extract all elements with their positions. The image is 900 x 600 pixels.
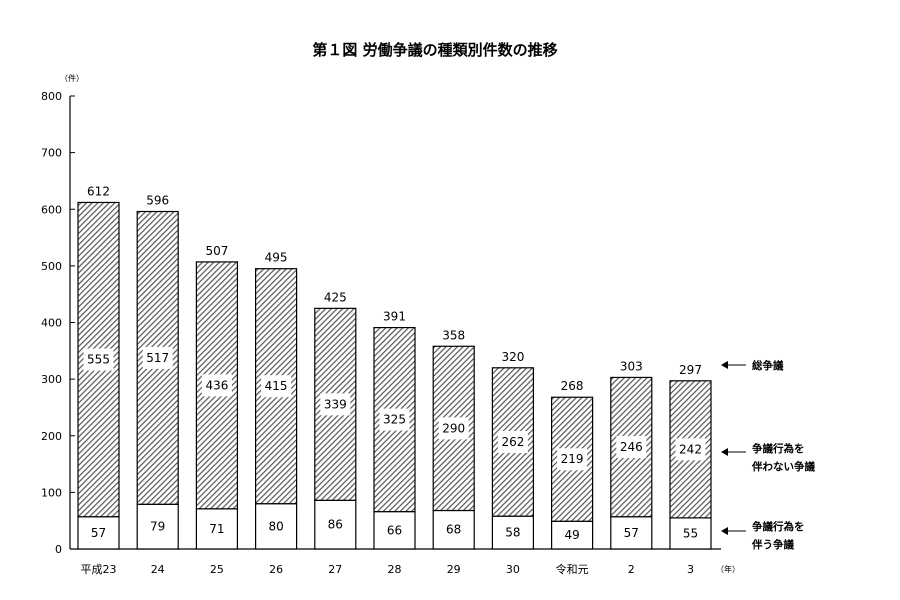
- y-tick-label: 600: [41, 203, 62, 216]
- total-value-label: 297: [679, 363, 702, 377]
- x-category-label: 24: [151, 563, 165, 576]
- without-action-value-label: 325: [383, 413, 406, 427]
- x-category-label: 3: [687, 563, 694, 576]
- label-bg: [438, 417, 469, 440]
- label-bg: [320, 393, 351, 416]
- x-category-label: 29: [447, 563, 461, 576]
- label-bg: [261, 375, 292, 398]
- label-bg: [675, 438, 706, 461]
- without-action-value-label: 246: [620, 440, 643, 454]
- legend-arrow-with-action: [721, 527, 746, 535]
- total-value-label: 268: [561, 379, 584, 393]
- legend-without-action-line2: 伴わない争議: [751, 460, 815, 473]
- with-action-value-label: 57: [91, 526, 106, 540]
- bar-with-action: [77, 516, 120, 550]
- y-tick-label: 300: [41, 373, 62, 386]
- bar-with-action: [314, 499, 357, 550]
- x-category-label: 26: [269, 563, 283, 576]
- x-category-label: 2: [628, 563, 635, 576]
- legend-arrow-without-action: [721, 448, 746, 456]
- legend-total-label: 総争議: [752, 359, 784, 372]
- with-action-value-label: 66: [387, 523, 402, 537]
- x-category-label: 平成23: [81, 563, 117, 576]
- bar-with-action: [373, 511, 416, 550]
- label-bg: [616, 436, 647, 459]
- y-tick-label: 500: [41, 260, 62, 273]
- with-action-value-label: 86: [328, 518, 343, 532]
- total-value-label: 425: [324, 290, 347, 304]
- y-tick-label: 700: [41, 147, 62, 160]
- without-action-value-label: 339: [324, 397, 347, 411]
- y-unit-label: （件）: [60, 73, 84, 83]
- with-action-value-label: 58: [505, 526, 520, 540]
- x-axis-labels: 平成23 24 25 26 27 28 29 30 令和元 2 3: [81, 562, 695, 576]
- y-tick-label: 800: [41, 90, 62, 103]
- total-value-label: 507: [205, 244, 228, 258]
- x-category-label: 28: [388, 563, 402, 576]
- y-tick-label: 0: [55, 543, 62, 556]
- with-action-value-label: 68: [446, 523, 461, 537]
- x-category-label: 令和元: [556, 562, 589, 576]
- with-action-value-label: 55: [683, 526, 698, 540]
- total-value-label: 495: [265, 251, 288, 265]
- without-action-value-label: 517: [146, 351, 169, 365]
- legend-without-action-line1: 争議行為を: [752, 442, 805, 455]
- chart-title: 第１図 労働争議の種類別件数の推移: [312, 41, 557, 59]
- total-value-label: 358: [442, 328, 465, 342]
- total-value-label: 596: [146, 194, 169, 208]
- x-unit-label: （年）: [716, 564, 740, 574]
- without-action-value-label: 555: [87, 353, 110, 367]
- legend-with-action-line1: 争議行為を: [752, 520, 805, 533]
- legend-with-action-line2: 伴う争議: [751, 538, 794, 551]
- label-bg: [379, 408, 410, 431]
- legend: 総争議 争議行為を 伴わない争議 争議行為を 伴う争議: [721, 359, 815, 551]
- bar-with-action: [550, 520, 594, 550]
- without-action-value-label: 262: [501, 435, 524, 449]
- bar-with-action: [255, 503, 298, 550]
- label-bg: [201, 374, 232, 397]
- label-bg: [497, 430, 528, 453]
- label-bg: [557, 448, 588, 471]
- bar-with-action: [669, 517, 712, 550]
- label-bg: [83, 348, 114, 371]
- x-category-label: 25: [210, 563, 224, 576]
- legend-arrow-total: [721, 361, 746, 369]
- bar-with-action: [610, 516, 653, 550]
- total-value-label: 612: [87, 184, 110, 198]
- without-action-value-label: 436: [205, 378, 228, 392]
- total-value-label: 320: [501, 350, 524, 364]
- y-tick-label: 400: [41, 317, 62, 330]
- label-bg: [142, 346, 173, 369]
- y-tick-label: 200: [41, 430, 62, 443]
- bars: 612 555 57 596 517 79 507 436 71 495 415 80 425 339 86…: [77, 184, 712, 550]
- with-action-value-label: 57: [624, 526, 639, 540]
- without-action-value-label: 242: [679, 442, 702, 456]
- total-value-label: 391: [383, 310, 406, 324]
- x-category-label: 27: [328, 563, 342, 576]
- without-action-value-label: 219: [561, 452, 584, 466]
- with-action-value-label: 49: [564, 528, 579, 542]
- without-action-value-label: 290: [442, 421, 465, 435]
- with-action-value-label: 79: [150, 520, 165, 534]
- bar-with-action: [195, 508, 238, 550]
- y-tick-label: 100: [41, 486, 62, 499]
- without-action-value-label: 415: [265, 379, 288, 393]
- with-action-value-label: 80: [268, 519, 283, 533]
- x-category-label: 30: [506, 563, 520, 576]
- total-value-label: 303: [620, 359, 643, 373]
- with-action-value-label: 71: [209, 522, 224, 536]
- bar-with-action: [491, 515, 534, 550]
